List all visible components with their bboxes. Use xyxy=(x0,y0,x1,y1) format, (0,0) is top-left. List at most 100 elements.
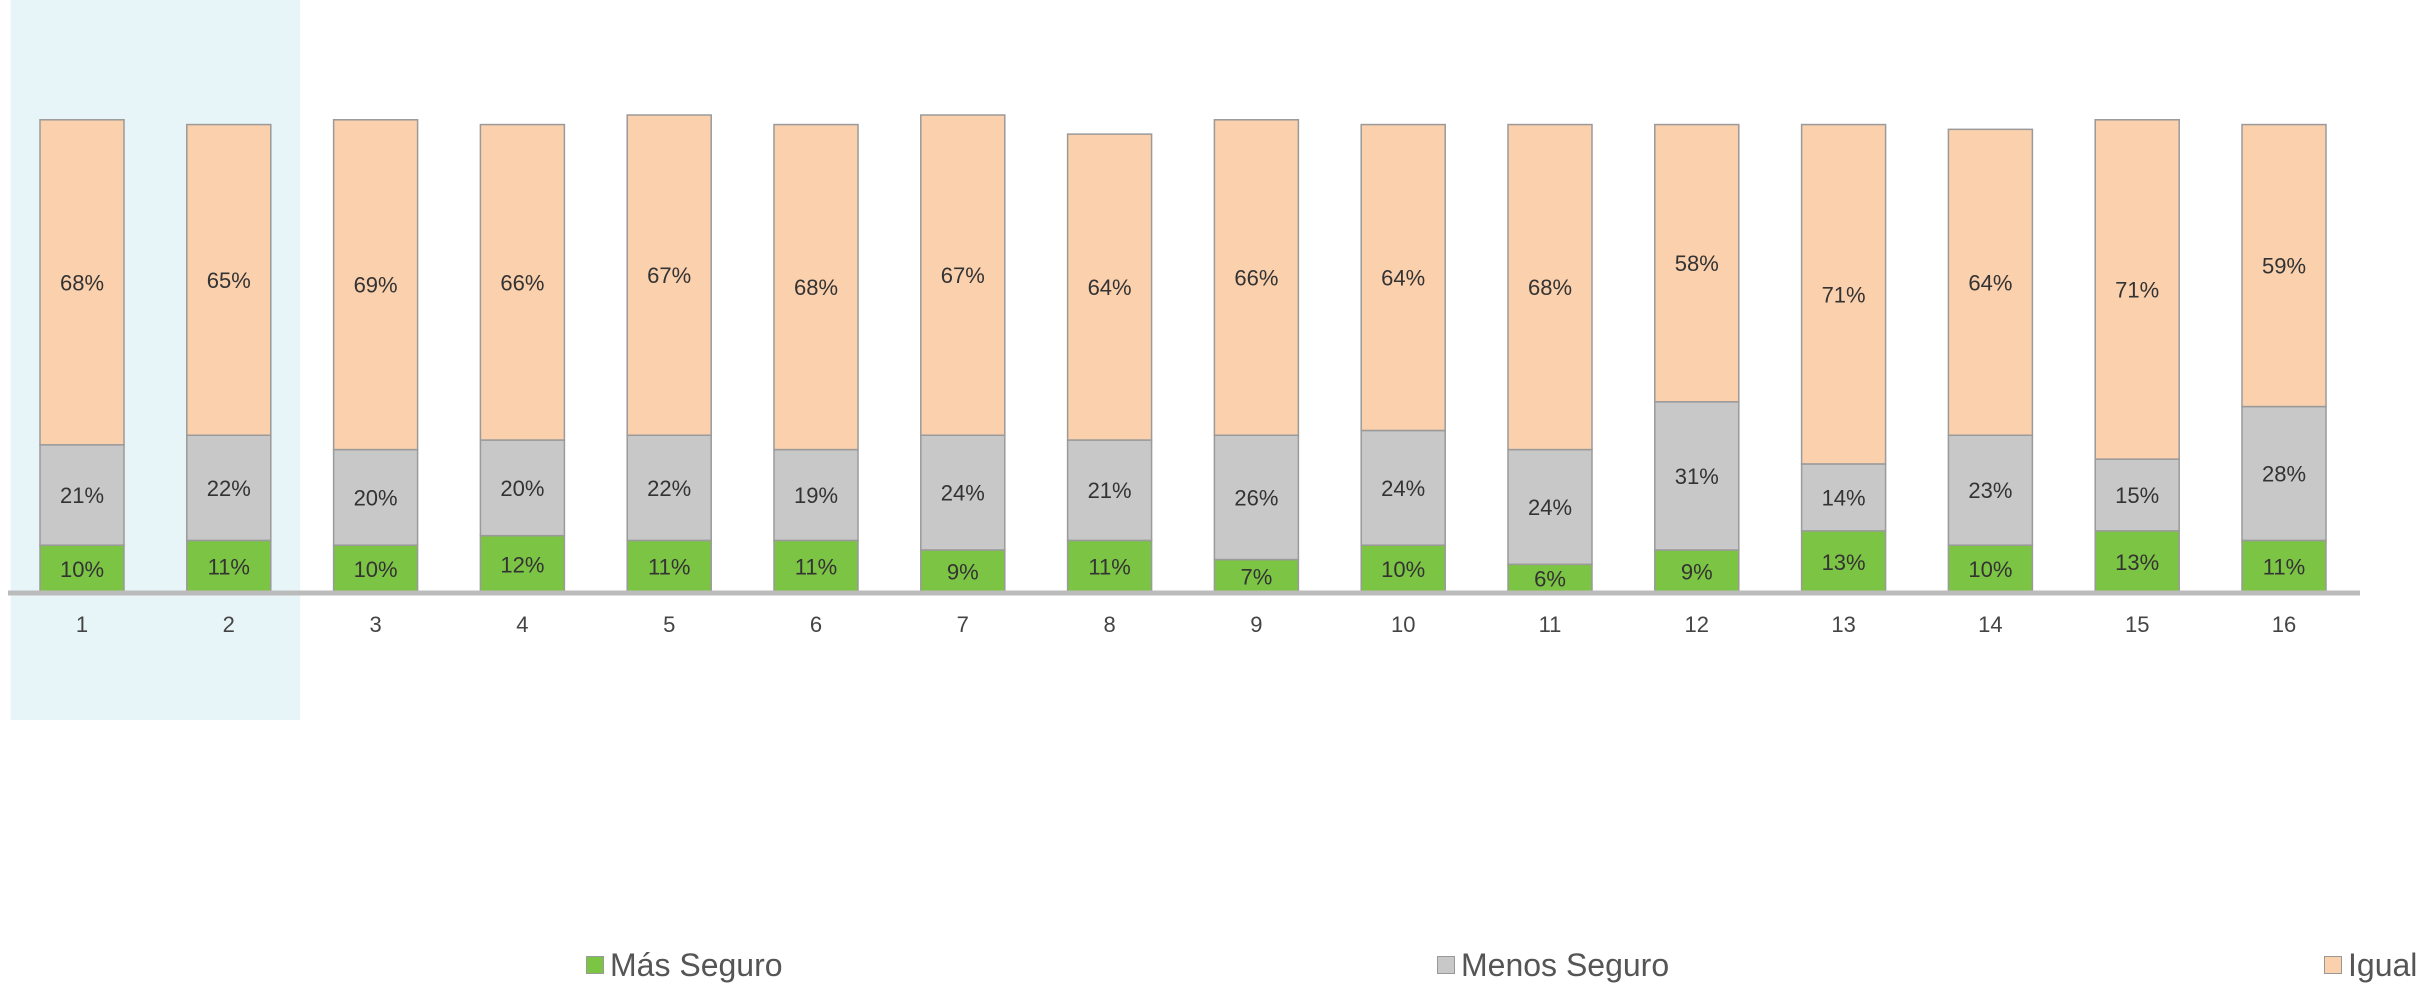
data-label-menos-seguro-7: 24% xyxy=(941,481,985,506)
data-label-mas-seguro-5: 11% xyxy=(648,555,690,580)
bar-segment-menos-seguro-15 xyxy=(2094,458,2180,532)
bar-segment-mas-seguro-5 xyxy=(626,539,712,594)
x-tick-label-6: 6 xyxy=(810,612,822,637)
data-label-menos-seguro-2: 22% xyxy=(207,476,251,501)
legend-item-mas-seguro: Más Seguro xyxy=(586,945,783,985)
data-label-igual-16: 59% xyxy=(2262,254,2306,279)
data-label-mas-seguro-9: 7% xyxy=(1241,564,1273,589)
data-label-mas-seguro-15: 13% xyxy=(2115,550,2159,575)
data-label-menos-seguro-12: 31% xyxy=(1675,464,1719,489)
data-label-igual-15: 71% xyxy=(2115,277,2159,302)
data-label-mas-seguro-14: 10% xyxy=(1968,557,2012,582)
bars-group xyxy=(39,114,2327,594)
bar-segment-igual-4 xyxy=(479,123,566,441)
data-label-igual-5: 67% xyxy=(647,263,691,288)
bar-segment-menos-seguro-5 xyxy=(626,434,712,542)
x-tick-labels-group: 1 2 3 4 5 6 7 8 9 10 11 12 13 14 15 16 xyxy=(76,612,2296,637)
data-label-igual-11: 68% xyxy=(1528,275,1572,300)
data-label-menos-seguro-9: 26% xyxy=(1234,485,1278,510)
data-label-mas-seguro-10: 10% xyxy=(1381,557,1425,582)
x-tick-label-8: 8 xyxy=(1103,612,1115,637)
data-label-menos-seguro-6: 19% xyxy=(794,483,838,508)
x-tick-label-10: 10 xyxy=(1391,612,1415,637)
bar-segment-igual-1 xyxy=(39,119,125,446)
data-label-menos-seguro-3: 20% xyxy=(354,485,398,510)
bar-segment-igual-15 xyxy=(2094,119,2180,460)
x-tick-label-2: 2 xyxy=(223,612,235,637)
data-label-mas-seguro-11: 6% xyxy=(1534,567,1566,592)
x-tick-label-4: 4 xyxy=(516,612,528,637)
legend-swatch-menos-seguro xyxy=(1437,956,1455,974)
data-label-igual-3: 69% xyxy=(354,273,398,298)
bar-segment-mas-seguro-12 xyxy=(1654,549,1740,594)
legend-label-igual: Igual xyxy=(2348,946,2418,983)
bar-segment-igual-13 xyxy=(1800,123,1887,465)
data-label-menos-seguro-10: 24% xyxy=(1381,476,1425,501)
bar-segment-igual-7 xyxy=(920,114,1006,437)
bar-segment-igual-3 xyxy=(332,119,419,451)
legend-swatch-igual xyxy=(2324,956,2342,974)
data-label-igual-4: 66% xyxy=(500,270,544,295)
data-label-menos-seguro-16: 28% xyxy=(2262,462,2306,487)
x-tick-label-9: 9 xyxy=(1250,612,1262,637)
legend-label-mas-seguro: Más Seguro xyxy=(610,946,783,983)
data-label-menos-seguro-4: 20% xyxy=(500,476,544,501)
x-tick-label-3: 3 xyxy=(369,612,381,637)
bar-segment-mas-seguro-3 xyxy=(332,544,419,594)
bar-segment-mas-seguro-15 xyxy=(2094,530,2180,594)
data-label-igual-10: 64% xyxy=(1381,266,1425,291)
data-label-menos-seguro-8: 21% xyxy=(1088,478,1132,503)
bar-segment-mas-seguro-10 xyxy=(1360,544,1446,594)
data-label-mas-seguro-6: 11% xyxy=(795,555,837,580)
legend-swatch-mas-seguro xyxy=(586,956,604,974)
bar-segment-igual-12 xyxy=(1654,123,1740,403)
data-label-mas-seguro-1: 10% xyxy=(60,557,104,582)
data-label-mas-seguro-13: 13% xyxy=(1822,550,1866,575)
data-label-mas-seguro-4: 12% xyxy=(500,552,544,577)
bar-segment-igual-11 xyxy=(1507,123,1593,451)
data-label-menos-seguro-14: 23% xyxy=(1968,478,2012,503)
bar-segment-igual-5 xyxy=(626,114,712,437)
data-label-igual-9: 66% xyxy=(1234,266,1278,291)
bar-segment-mas-seguro-8 xyxy=(1066,539,1153,594)
data-label-mas-seguro-12: 9% xyxy=(1681,559,1713,584)
bar-segment-menos-seguro-9 xyxy=(1213,434,1300,561)
data-label-igual-7: 67% xyxy=(941,263,985,288)
bar-segment-menos-seguro-13 xyxy=(1800,463,1887,532)
bar-segment-mas-seguro-1 xyxy=(39,544,125,594)
bar-segment-menos-seguro-16 xyxy=(2241,405,2327,542)
x-tick-label-12: 12 xyxy=(1685,612,1709,637)
bar-segment-mas-seguro-7 xyxy=(920,549,1006,594)
data-label-menos-seguro-11: 24% xyxy=(1528,495,1572,520)
bar-segment-menos-seguro-7 xyxy=(920,434,1006,551)
segment-labels-group: 10% 21% 68% 11% 22% 65% 10% 20% 69% 12% 20% 66% 11% 2… xyxy=(60,251,2306,591)
data-label-igual-8: 64% xyxy=(1088,275,1132,300)
x-tick-label-11: 11 xyxy=(1539,612,1562,637)
bar-segment-igual-6 xyxy=(773,123,859,451)
bar-segment-menos-seguro-11 xyxy=(1507,448,1593,566)
bar-segment-mas-seguro-16 xyxy=(2241,539,2327,594)
data-label-mas-seguro-8: 11% xyxy=(1088,555,1130,580)
bar-segment-igual-9 xyxy=(1213,119,1300,437)
data-label-mas-seguro-3: 10% xyxy=(354,557,398,582)
legend-label-menos-seguro: Menos Seguro xyxy=(1461,946,1670,983)
bar-segment-menos-seguro-12 xyxy=(1654,401,1740,551)
data-label-igual-12: 58% xyxy=(1675,251,1719,276)
legend-item-menos-seguro: Menos Seguro xyxy=(1437,945,1669,985)
data-label-igual-6: 68% xyxy=(794,275,838,300)
data-label-igual-14: 64% xyxy=(1968,270,2012,295)
bar-segment-mas-seguro-14 xyxy=(1947,544,2034,594)
data-label-mas-seguro-16: 11% xyxy=(2263,555,2305,580)
bar-segment-igual-16 xyxy=(2241,123,2327,408)
x-tick-label-7: 7 xyxy=(957,612,969,637)
data-label-menos-seguro-15: 15% xyxy=(2115,483,2159,508)
x-tick-label-13: 13 xyxy=(1831,612,1855,637)
legend-item-igual: Igual xyxy=(2324,945,2417,985)
x-tick-label-16: 16 xyxy=(2272,612,2296,637)
data-label-mas-seguro-2: 11% xyxy=(208,555,250,580)
bar-segment-igual-2 xyxy=(186,123,272,437)
data-label-igual-13: 71% xyxy=(1822,282,1866,307)
data-label-igual-2: 65% xyxy=(207,268,251,293)
x-tick-label-15: 15 xyxy=(2125,612,2149,637)
